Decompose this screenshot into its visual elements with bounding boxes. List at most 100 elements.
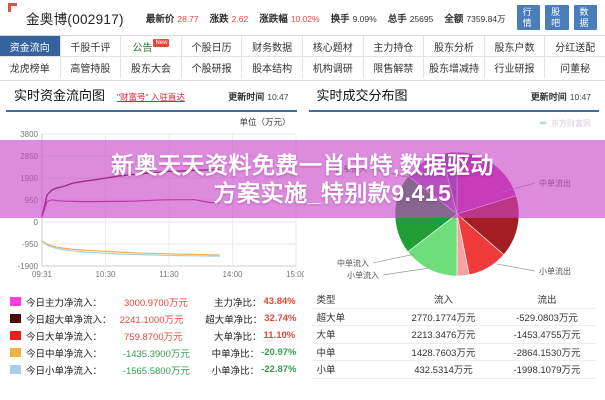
col-type: 类型: [316, 295, 336, 307]
quote-label: 涨跌幅: [259, 13, 288, 25]
tab-ask-secretary[interactable]: 问董秘: [545, 57, 605, 78]
forum-button[interactable]: 股吧: [545, 4, 569, 31]
tab-shareholder-analysis[interactable]: 股东分析: [424, 36, 485, 57]
legend-pct-value: 43.84%: [263, 296, 296, 307]
tab-label: 龙虎榜单: [9, 64, 50, 75]
tab-dragon-tiger[interactable]: 龙虎榜单: [0, 57, 61, 78]
tab-financial-data[interactable]: 财务数据: [242, 36, 303, 57]
update-time: 10:47: [569, 92, 591, 102]
quote-label: 全额: [444, 13, 464, 25]
tab-label: 个股研报: [191, 64, 232, 75]
tab-shareholder-meeting[interactable]: 股东大会: [121, 57, 182, 78]
legend-pct-value: 32.74%: [264, 313, 297, 324]
svg-text:2850: 2850: [20, 152, 38, 161]
tab-industry-reports[interactable]: 行业研报: [484, 57, 546, 78]
quote-item: 涨跌 2.62: [210, 11, 249, 25]
fund-flow-legend: 今日主力净流入： 3000.9700万元 主力净比： 43.84% 今日超大单净流入： 2…: [10, 293, 297, 378]
svg-text:小单流出: 小单流出: [539, 266, 571, 276]
legend-pct-label: 超大单净比：: [205, 314, 263, 326]
chart-unit-label: 单位（万元）: [239, 117, 291, 127]
tab-label: 问董秘: [560, 64, 591, 75]
col-outflow: 流出: [537, 295, 557, 307]
legend-name: 今日大单净流入：: [26, 331, 103, 343]
svg-text:14:00: 14:00: [222, 270, 243, 279]
legend-name: 今日小单净流入：: [26, 365, 103, 377]
legend-swatch: [10, 314, 21, 323]
legend-row: 今日中单净流入： -1435.3900万元 中单净比： -20.97%: [10, 344, 297, 361]
legend-row: 今日大单净流入： 759.8700万元 大单净比： 11.10%: [10, 327, 297, 344]
legend-swatch: [10, 365, 21, 374]
turnover-header: 实时成交分布图 更新时间 10:47: [308, 85, 599, 112]
wealth-account-link[interactable]: "财富号" 入驻直达: [117, 92, 185, 102]
content-panels: 实时资金流向图 "财富号" 入驻直达 更新时间 10:47 单位（万元） 380…: [0, 81, 605, 379]
tab-dividends[interactable]: 分红送配: [545, 36, 605, 57]
turnover-title: 实时成交分布图: [316, 88, 408, 103]
table-row: 中单 1428.7603万元 -2864.1530万元: [310, 344, 596, 361]
turnover-panel: 实时成交分布图 更新时间 10:47 ➨ 东方财富网 大单流入 中单流入 小单流入小…: [303, 81, 605, 379]
quote-label: 换手: [330, 13, 350, 25]
table-row: 超大单 2770.1774万元 -529.0803万元: [310, 309, 596, 326]
tab-share-structure[interactable]: 股本结构: [242, 57, 303, 78]
quote-value: 10.02%: [290, 13, 320, 24]
tab-label: 股东户数: [494, 42, 535, 54]
svg-text:小单流入: 小单流入: [347, 270, 379, 280]
tab-exec-holdings[interactable]: 高管持股: [60, 57, 122, 78]
svg-text:1900: 1900: [20, 174, 38, 183]
tab-announcements[interactable]: 公告 New: [121, 36, 182, 57]
legend-swatch: [10, 297, 21, 306]
quote-item: 总手 25695: [388, 11, 434, 25]
table-row: 小单 432.5314万元 -1998.1079万元: [310, 361, 596, 379]
update-label: 更新时间: [530, 92, 567, 102]
tab-stock-calendar[interactable]: 个股日历: [181, 36, 243, 57]
tab-fund-flow[interactable]: 资金流向: [0, 36, 61, 57]
quotes-button[interactable]: 行情: [516, 4, 541, 31]
watermark: ➨ 东方财富网: [540, 118, 591, 129]
quote-value: 9.09%: [352, 13, 377, 24]
watermark-label: 东方财富网: [551, 119, 591, 128]
tab-shareholder-changes[interactable]: 股东增减持: [424, 57, 485, 78]
legend-pct-label: 中单净比：: [211, 348, 260, 360]
tab-shareholder-count[interactable]: 股东户数: [484, 36, 546, 57]
turnover-table: 类型 流入 流出超大单 2770.1774万元 -529.0803万元大单 2213.34…: [310, 291, 596, 379]
tab-label: 分红送配: [555, 42, 596, 54]
quote-label: 最新价: [145, 13, 175, 25]
cell-outflow: -1998.1079万元: [513, 365, 581, 377]
update-label: 更新时间: [228, 92, 265, 102]
nav-tabs-row-1: 资金流向 千股千评 公告 New 个股日历 财务数据 核心题材 主力持仓 股东分析…: [0, 36, 605, 57]
cell-type: 超大单: [316, 312, 346, 324]
legend-pct-value: 11.10%: [263, 330, 296, 341]
tab-stock-review[interactable]: 千股千评: [60, 36, 122, 57]
quote-item: 全额 7359.84万: [444, 11, 505, 25]
legend-pct-label: 大单净比：: [214, 331, 262, 343]
legend-value: -1435.3900万元: [122, 348, 190, 360]
col-inflow: 流入: [433, 295, 453, 307]
legend-pct-label: 主力净比：: [214, 297, 262, 309]
quote-item: 最新价 28.77: [146, 11, 199, 25]
quote-item: 涨跌幅 10.02%: [259, 11, 319, 25]
tab-core-themes[interactable]: 核心题材: [302, 36, 364, 57]
svg-text:0: 0: [34, 218, 39, 227]
tab-institutional-research[interactable]: 机构调研: [302, 57, 364, 78]
tab-stock-reports[interactable]: 个股研报: [181, 57, 243, 78]
page-title: 金奥博(002917): [26, 11, 124, 27]
tab-main-holdings[interactable]: 主力持仓: [363, 36, 425, 57]
legend-pct-value: -20.97%: [261, 347, 297, 358]
tab-label: 个股日历: [191, 42, 232, 54]
legend-value: 2241.1000万元: [119, 314, 184, 326]
cell-type: 大单: [316, 330, 336, 342]
tab-label: 机构调研: [312, 64, 353, 75]
data-button[interactable]: 数据: [573, 4, 597, 31]
svg-text:-1900: -1900: [18, 262, 39, 271]
nav-tabs: 资金流向 千股千评 公告 New 个股日历 财务数据 核心题材 主力持仓 股东分析…: [0, 36, 605, 81]
tab-label: 限售解禁: [373, 64, 414, 75]
cell-inflow: 2213.3476万元: [411, 330, 476, 342]
tab-label: 股东分析: [433, 42, 474, 54]
quote-label: 总手: [387, 13, 407, 25]
legend-pct-label: 小单净比：: [211, 365, 260, 377]
quote-value: 2.62: [231, 13, 249, 24]
tab-label: 千股千评: [70, 42, 111, 54]
tab-label: 核心题材: [312, 42, 353, 54]
turnover-pie-wrap: ➨ 东方财富网 大单流入 中单流入 小单流入 小单流出 中单流出: [307, 114, 602, 289]
tab-lockup-expiry[interactable]: 限售解禁: [363, 57, 425, 78]
